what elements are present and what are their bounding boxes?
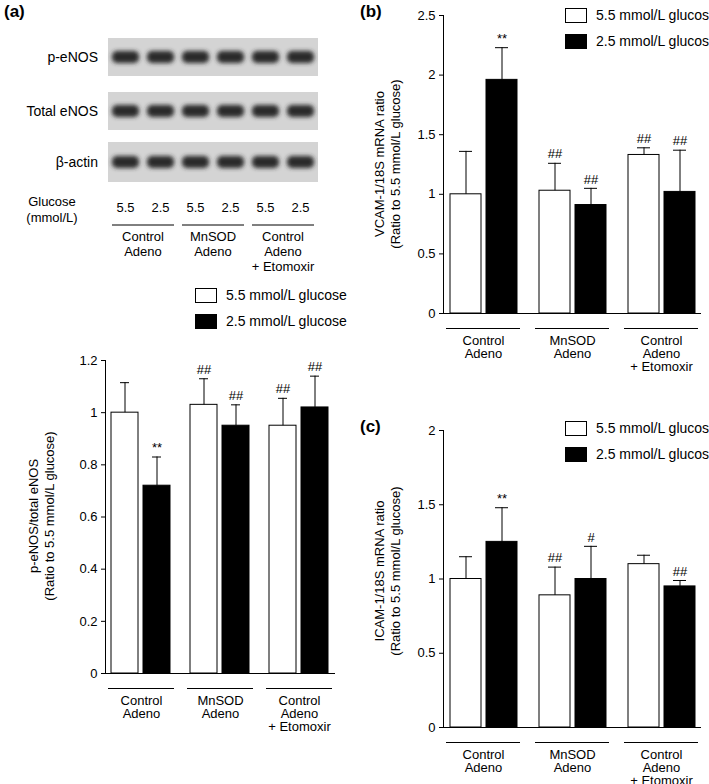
svg-text:ControlAdeno+ Etomoxir: ControlAdeno+ Etomoxir <box>252 229 315 274</box>
svg-text:ControlAdeno: ControlAdeno <box>463 747 505 775</box>
svg-text:ControlAdeno: ControlAdeno <box>121 693 163 721</box>
html-text:VCAM-1/18S mRNA ratio: VCAM-1/18S mRNA ratio <box>372 91 387 237</box>
svg-text:1: 1 <box>428 186 435 201</box>
svg-text:##: ## <box>673 564 688 579</box>
svg-text:##: ## <box>548 550 563 565</box>
svg-text:**: ** <box>497 491 507 506</box>
svg-text:0: 0 <box>428 306 435 321</box>
html-text:ICAM-1/18S mRNA ratio: ICAM-1/18S mRNA ratio <box>372 500 387 642</box>
svg-text:ControlAdeno+ Etomoxir: ControlAdeno+ Etomoxir <box>630 747 693 784</box>
svg-text:**: ** <box>152 440 162 455</box>
svg-text:Glucose(mmol/L): Glucose(mmol/L) <box>26 194 77 225</box>
svg-text:MnSODAdeno: MnSODAdeno <box>190 229 236 259</box>
svg-text:5.5: 5.5 <box>256 200 274 215</box>
svg-text:2.5: 2.5 <box>151 200 169 215</box>
svg-text:1.2: 1.2 <box>79 353 97 368</box>
svg-text:##: ## <box>308 359 323 374</box>
svg-text:5.5: 5.5 <box>186 200 204 215</box>
svg-text:MnSODAdeno: MnSODAdeno <box>549 747 595 775</box>
svg-text:1.5: 1.5 <box>417 497 435 512</box>
svg-text:Total eNOS: Total eNOS <box>26 103 98 119</box>
svg-text:0.8: 0.8 <box>79 457 97 472</box>
svg-text:ControlAdeno+ Etomoxir: ControlAdeno+ Etomoxir <box>268 693 331 734</box>
svg-text:2.5: 2.5 <box>417 8 435 23</box>
svg-text:β-actin: β-actin <box>56 154 98 170</box>
svg-text:##: ## <box>637 131 652 146</box>
svg-text:#: # <box>587 529 595 544</box>
svg-text:0.5: 0.5 <box>417 645 435 660</box>
svg-text:p-eNOS: p-eNOS <box>47 49 98 65</box>
svg-text:0.2: 0.2 <box>79 613 97 628</box>
svg-text:##: ## <box>673 133 688 148</box>
html-text:(Ratio to 5.5 mmol/L glucose): (Ratio to 5.5 mmol/L glucose) <box>42 431 57 601</box>
svg-text:2: 2 <box>428 67 435 82</box>
svg-text:0.5: 0.5 <box>417 246 435 261</box>
svg-text:2.5: 2.5 <box>291 200 309 215</box>
svg-text:0: 0 <box>428 720 435 735</box>
svg-text:5.5: 5.5 <box>116 200 134 215</box>
svg-text:1: 1 <box>90 405 97 420</box>
svg-text:0.4: 0.4 <box>79 561 97 576</box>
svg-text:2.5: 2.5 <box>221 200 239 215</box>
html-text:5.5 mmol/L glucose: 5.5 mmol/L glucose <box>226 287 347 303</box>
svg-text:ControlAdeno: ControlAdeno <box>122 229 164 259</box>
svg-text:##: ## <box>548 146 563 161</box>
svg-text:ControlAdeno: ControlAdeno <box>463 333 505 361</box>
svg-text:##: ## <box>584 172 599 187</box>
svg-text:##: ## <box>197 362 212 377</box>
svg-text:MnSODAdeno: MnSODAdeno <box>197 693 243 721</box>
html-text:2.5 mmol/L glucose: 2.5 mmol/L glucose <box>226 313 347 329</box>
html-text:(Ratio to 5.5 mmol/L glucose): (Ratio to 5.5 mmol/L glucose) <box>388 486 403 656</box>
svg-text:ControlAdeno+ Etomoxir: ControlAdeno+ Etomoxir <box>630 333 693 374</box>
html-text:(b): (b) <box>360 2 382 21</box>
html-text:(Ratio to 5.5 mmol/L glucose): (Ratio to 5.5 mmol/L glucose) <box>388 79 403 249</box>
svg-text:0: 0 <box>90 666 97 681</box>
svg-text:2: 2 <box>428 423 435 438</box>
svg-text:MnSODAdeno: MnSODAdeno <box>549 333 595 361</box>
svg-text:1.5: 1.5 <box>417 127 435 142</box>
svg-text:0.6: 0.6 <box>79 509 97 524</box>
html-text:(a): (a) <box>4 2 25 21</box>
svg-text:##: ## <box>276 381 291 396</box>
svg-text:1: 1 <box>428 571 435 586</box>
html-text:(c): (c) <box>360 417 381 436</box>
svg-text:**: ** <box>497 31 507 46</box>
html-text:p-eNOS/total eNOS: p-eNOS/total eNOS <box>26 458 41 574</box>
svg-text:##: ## <box>229 388 244 403</box>
